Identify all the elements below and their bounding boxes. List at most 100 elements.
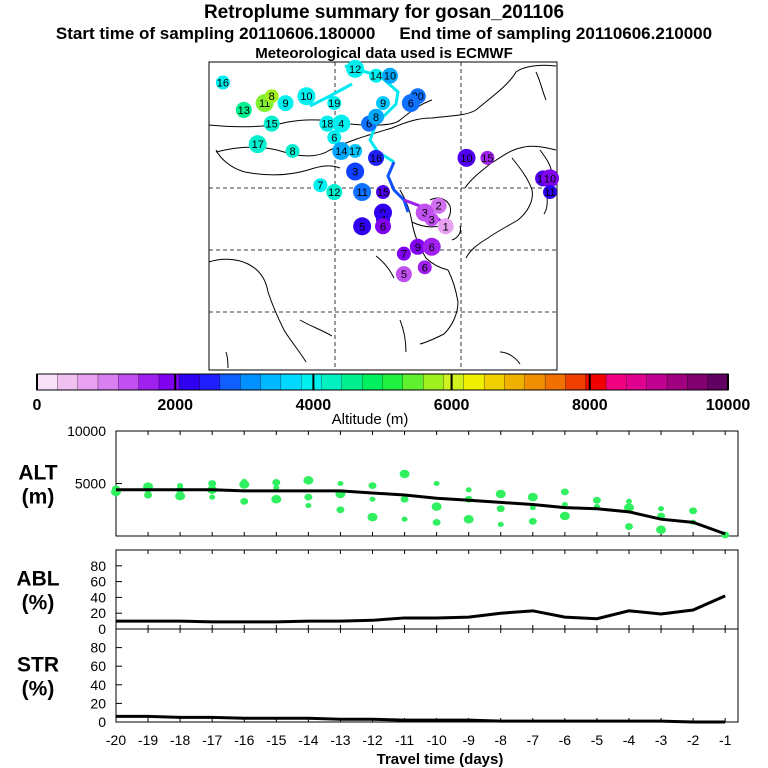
x-tick-label: -18	[170, 732, 190, 748]
colorbar-segment	[36, 373, 58, 391]
colorbar-segment	[463, 373, 485, 391]
y-tick-label: 60	[90, 574, 106, 590]
plume-spread-point	[689, 507, 698, 515]
y-tick-label: 0	[98, 714, 106, 730]
plume-path-mid	[386, 161, 410, 213]
coastlines	[208, 64, 557, 369]
panel-frame	[115, 430, 739, 537]
colorbar-tick-label: 6000	[434, 397, 470, 414]
trajectory-marker	[409, 238, 426, 255]
panel-frame	[115, 549, 739, 630]
y-tick-label: 10000	[67, 423, 106, 439]
trajectory-marker	[368, 108, 385, 125]
colorbar-segment	[260, 373, 282, 391]
trajectory-marker	[264, 89, 279, 104]
x-tick-label: -15	[266, 732, 286, 748]
x-tick-label: -9	[462, 732, 475, 748]
trajectory-marker-label: 8	[373, 112, 379, 124]
trajectory-marker-label: 12	[328, 187, 340, 199]
trajectory-marker	[327, 130, 342, 145]
colorbar-segment	[301, 373, 323, 391]
x-tick-label: -1	[719, 732, 732, 748]
colorbar-segment	[280, 373, 302, 391]
colorbar-segment	[626, 373, 648, 391]
y-tick-label: 80	[90, 640, 106, 656]
trajectory-marker	[417, 260, 432, 275]
x-tick-label: -13	[330, 732, 350, 748]
trajectory-marker	[369, 68, 384, 83]
trajectory-marker-label: 14	[370, 71, 382, 83]
colorbar-segment	[138, 373, 160, 391]
trajectory-marker	[395, 266, 412, 283]
series-line	[116, 714, 726, 724]
x-axis: -20 -19 -18 -17 -16 -15 -14 -13 -12 -11 -10 -9 -8 -7 -…	[106, 732, 732, 748]
plume-spread-point	[337, 480, 344, 487]
plume-spread-point	[241, 478, 248, 484]
plume-spread-point	[144, 491, 153, 499]
trajectory-marker	[543, 185, 558, 200]
plume-spread-point	[495, 489, 506, 499]
trajectory-marker-label: 5	[401, 269, 407, 281]
x-tick-label: -17	[202, 732, 222, 748]
trajectory-marker	[437, 218, 454, 235]
plume-spread-point	[527, 492, 538, 502]
trajectory-marker-label: 7	[401, 249, 407, 261]
plume-spread-point	[305, 503, 312, 509]
y-tick-label: 40	[90, 677, 106, 693]
plume-spread-point	[175, 491, 186, 501]
trajectory-marker-label: 18	[321, 119, 333, 131]
plume-spread-point	[561, 501, 568, 508]
trajectory-marker	[332, 141, 351, 160]
trajectory-marker	[277, 95, 294, 112]
alt-panel: 5000 10000 ALT(m)	[18, 423, 739, 539]
plume-spread-point	[273, 485, 280, 491]
plume-spread-point	[624, 523, 633, 530]
trajectory-marker	[381, 67, 398, 84]
trajectory-marker-label: 15	[481, 153, 493, 165]
colorbar-segment	[443, 373, 465, 391]
trajectory-marker	[327, 96, 342, 111]
met-data-label: Meteorological data used is ECMWF	[255, 45, 513, 62]
y-axis-label: STR	[17, 654, 59, 677]
str-panel: 0 20 40 60 80 STR(%)	[17, 628, 739, 730]
plume-spread-point	[431, 502, 442, 511]
trajectory-marker-label: 16	[217, 78, 229, 90]
colorbar-segment	[321, 373, 343, 391]
y-tick-label: 20	[90, 695, 106, 711]
plume-spread-point	[369, 496, 376, 502]
x-tick-label: -3	[655, 732, 668, 748]
trajectory-marker-label: 3	[352, 167, 358, 179]
colorbar-segment	[382, 373, 404, 391]
trajectory-marker-label: 10	[300, 91, 312, 103]
colorbar-segment	[240, 373, 262, 391]
y-tick-label: 80	[90, 558, 106, 574]
y-axis-unit: (%)	[22, 592, 55, 615]
trajectory-marker	[353, 217, 372, 236]
y-axis-unit: (%)	[22, 678, 55, 701]
trajectory-marker-label: 12	[349, 64, 361, 76]
sampling-times: Start time of sampling 20110606.180000 En…	[0, 24, 768, 44]
x-tick-label: -12	[362, 732, 382, 748]
trajectory-marker	[375, 218, 391, 235]
trajectory-marker-label: 6	[366, 119, 372, 131]
x-tick-label: -10	[427, 732, 447, 748]
trajectory-marker	[424, 212, 439, 227]
plume-spread-point	[303, 476, 314, 485]
trajectory-marker	[401, 94, 420, 113]
trajectory-marker	[348, 143, 363, 158]
colorbar-segment	[118, 373, 140, 391]
trajectory-marker	[353, 183, 372, 202]
trajectory-marker	[285, 143, 300, 158]
x-tick-label: -11	[395, 732, 414, 748]
x-tick-label: -7	[527, 732, 540, 748]
trajectory-marker-label: 9	[282, 98, 288, 110]
trajectory-marker	[430, 197, 447, 214]
trajectory-marker	[313, 178, 328, 193]
plume-spread-point	[208, 480, 217, 487]
colorbar-segment	[544, 373, 567, 391]
trajectory-marker-label: 3	[429, 214, 435, 226]
trajectory-marker-label: 13	[238, 105, 250, 117]
